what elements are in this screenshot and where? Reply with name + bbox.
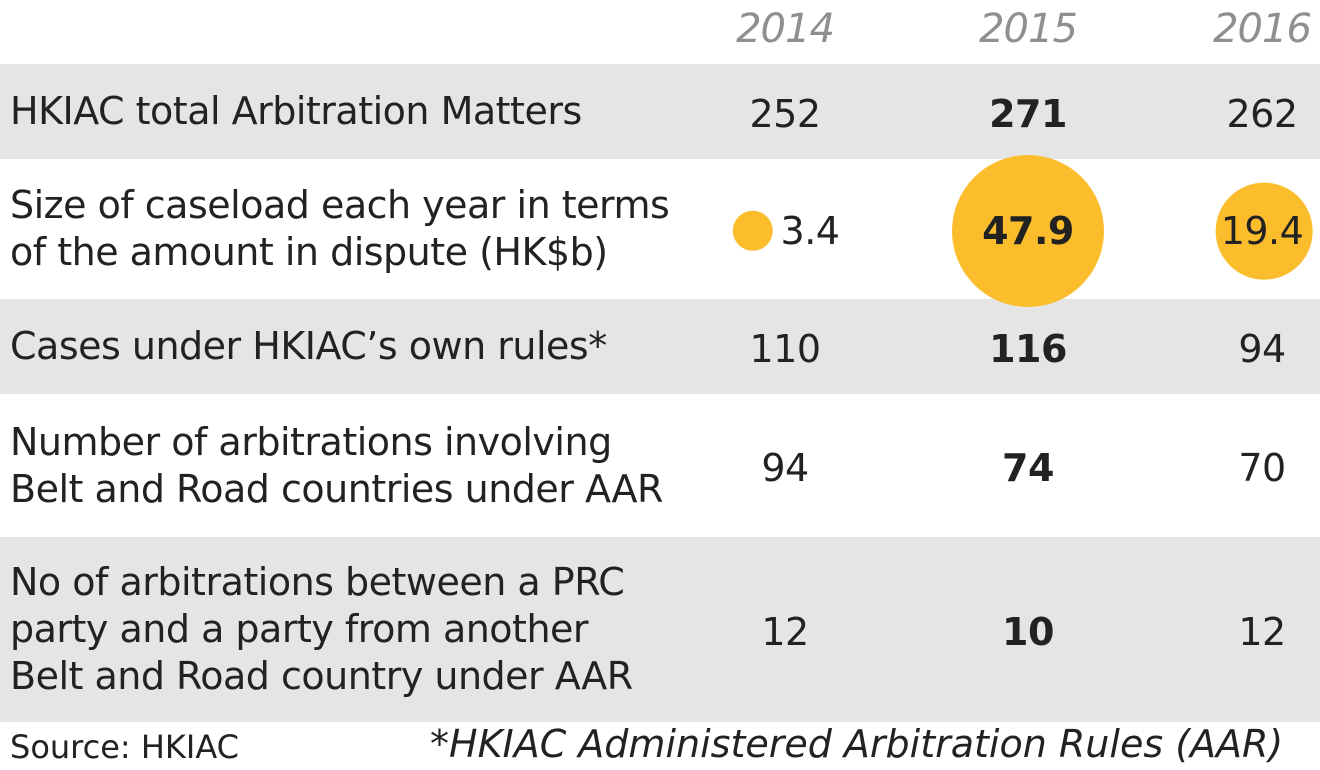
- cell-value: 94: [761, 445, 809, 490]
- year-header-2014: 2014: [736, 6, 835, 52]
- cell-value: 19.4: [1220, 209, 1304, 253]
- cell-value: 262: [1226, 91, 1298, 136]
- value-bubble: [732, 210, 774, 252]
- cell-value: 252: [749, 91, 821, 136]
- cell-value: 10: [1002, 609, 1054, 654]
- table-row: HKIAC total Arbitration Matters 252 271 262: [0, 64, 1320, 159]
- year-header-2015: 2015: [979, 6, 1078, 52]
- value-bubble: [1215, 182, 1313, 280]
- row-label: No of arbitrations between a PRC party a…: [10, 560, 633, 698]
- year-header-2016: 2016: [1213, 6, 1312, 52]
- row-label: HKIAC total Arbitration Matters: [10, 89, 582, 133]
- footer: Source: HKIAC *HKIAC Administered Arbitr…: [0, 722, 1320, 770]
- table-row: Size of caseload each year in terms of t…: [0, 155, 1320, 307]
- table-header: 2014 2015 2016: [0, 0, 1320, 62]
- value-bubble: [952, 155, 1104, 307]
- cell-value: 110: [749, 326, 821, 371]
- cell-value: 3.4: [780, 209, 840, 253]
- source-note: Source: HKIAC: [10, 728, 240, 766]
- table-row: No of arbitrations between a PRC party a…: [0, 537, 1320, 722]
- cell-value: 70: [1238, 445, 1286, 490]
- cell-value: 12: [1238, 609, 1286, 654]
- cell-value: 47.9: [982, 209, 1074, 253]
- row-label: Number of arbitrations involving Belt an…: [10, 419, 663, 511]
- row-label: Cases under HKIAC’s own rules*: [10, 324, 607, 368]
- cell-value: 94: [1238, 326, 1286, 371]
- cell-value: 12: [761, 609, 809, 654]
- cell-value: 116: [989, 326, 1067, 371]
- footnote: *HKIAC Administered Arbitration Rules (A…: [430, 722, 1284, 766]
- table-row: Cases under HKIAC’s own rules* 110 116 94: [0, 299, 1320, 394]
- cell-value: 271: [989, 91, 1067, 136]
- table-row: Number of arbitrations involving Belt an…: [0, 394, 1320, 537]
- row-label: Size of caseload each year in terms of t…: [10, 183, 670, 274]
- cell-value: 74: [1002, 445, 1054, 490]
